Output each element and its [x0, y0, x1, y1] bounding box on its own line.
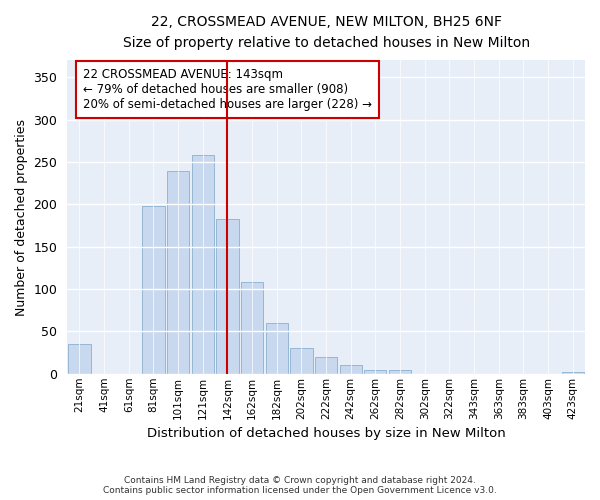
Bar — [290, 348, 313, 374]
Bar — [217, 219, 239, 374]
X-axis label: Distribution of detached houses by size in New Milton: Distribution of detached houses by size … — [147, 427, 505, 440]
Bar — [68, 344, 91, 374]
Bar — [191, 156, 214, 374]
Bar — [340, 366, 362, 374]
Text: Contains HM Land Registry data © Crown copyright and database right 2024.
Contai: Contains HM Land Registry data © Crown c… — [103, 476, 497, 495]
Title: 22, CROSSMEAD AVENUE, NEW MILTON, BH25 6NF
Size of property relative to detached: 22, CROSSMEAD AVENUE, NEW MILTON, BH25 6… — [122, 15, 530, 50]
Bar — [562, 372, 584, 374]
Y-axis label: Number of detached properties: Number of detached properties — [15, 118, 28, 316]
Bar — [364, 370, 386, 374]
Bar — [142, 206, 164, 374]
Bar — [389, 370, 411, 374]
Bar — [315, 357, 337, 374]
Text: 22 CROSSMEAD AVENUE: 143sqm
← 79% of detached houses are smaller (908)
20% of se: 22 CROSSMEAD AVENUE: 143sqm ← 79% of det… — [83, 68, 371, 112]
Bar — [167, 170, 189, 374]
Bar — [241, 282, 263, 374]
Bar — [266, 323, 288, 374]
